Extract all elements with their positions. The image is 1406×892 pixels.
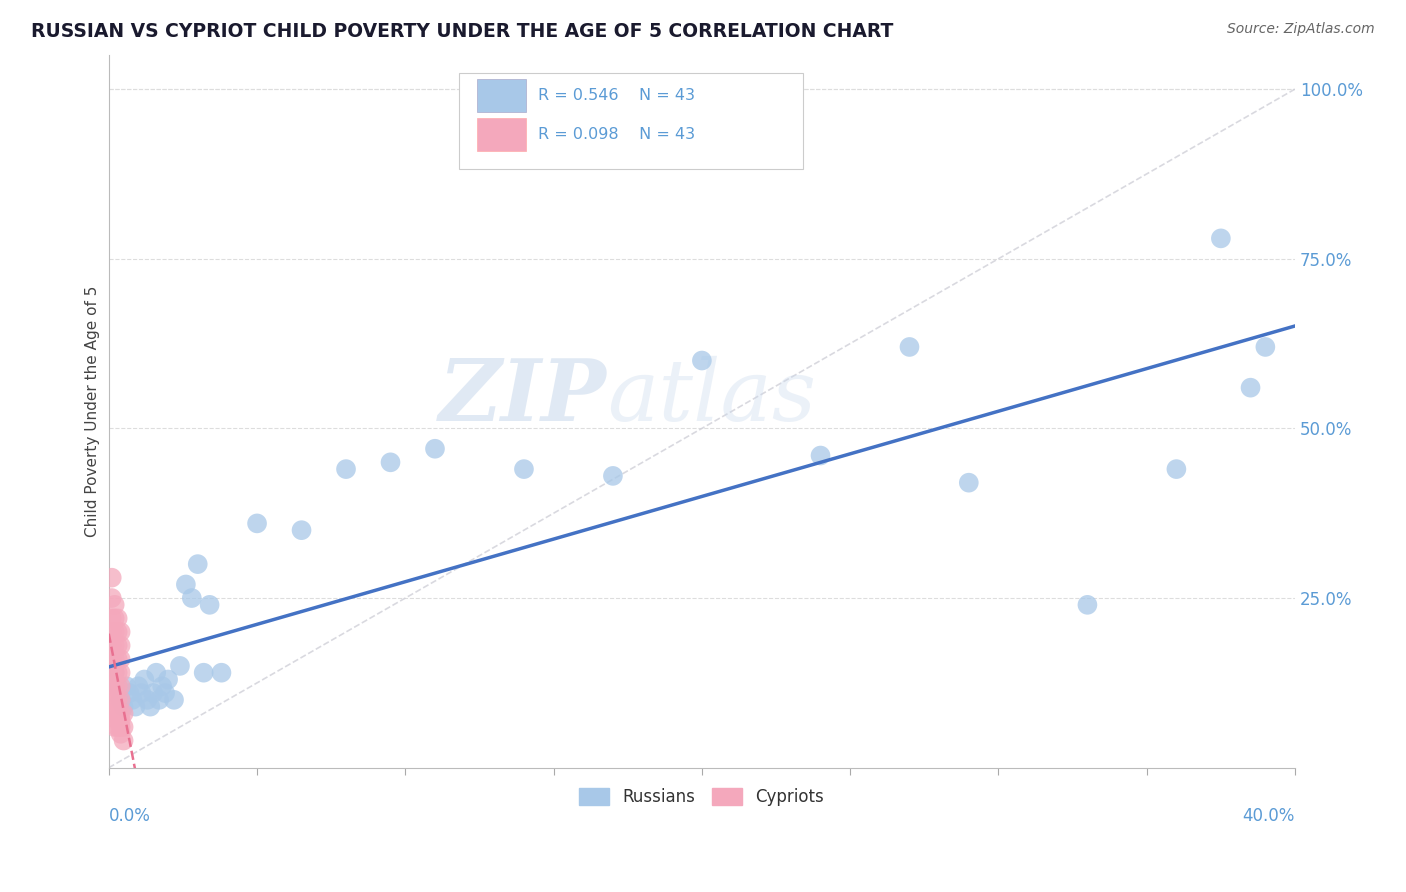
Point	[110, 652, 132, 666]
Point	[107, 652, 129, 666]
Text: ZIP: ZIP	[439, 355, 607, 439]
Point	[107, 679, 129, 693]
Point	[180, 591, 202, 605]
Point	[335, 462, 357, 476]
Point	[100, 591, 122, 605]
Point	[1076, 598, 1098, 612]
Point	[602, 469, 624, 483]
Point	[198, 598, 221, 612]
Text: RUSSIAN VS CYPRIOT CHILD POVERTY UNDER THE AGE OF 5 CORRELATION CHART: RUSSIAN VS CYPRIOT CHILD POVERTY UNDER T…	[31, 22, 893, 41]
Point	[104, 624, 127, 639]
Point	[104, 720, 127, 734]
Point	[1254, 340, 1277, 354]
Point	[110, 713, 132, 727]
Point	[290, 523, 312, 537]
Point	[115, 679, 138, 693]
Point	[898, 340, 921, 354]
Point	[690, 353, 713, 368]
Point	[100, 571, 122, 585]
Point	[145, 665, 167, 680]
Point	[104, 652, 127, 666]
Point	[104, 665, 127, 680]
Point	[112, 733, 135, 747]
Point	[104, 679, 127, 693]
Point	[153, 686, 176, 700]
Point	[110, 624, 132, 639]
Point	[104, 706, 127, 721]
Point	[104, 665, 127, 680]
Point	[246, 516, 269, 531]
Point	[193, 665, 215, 680]
Point	[107, 639, 129, 653]
Point	[142, 686, 165, 700]
Point	[169, 659, 191, 673]
Point	[100, 624, 122, 639]
Y-axis label: Child Poverty Under the Age of 5: Child Poverty Under the Age of 5	[86, 285, 100, 537]
Point	[110, 693, 132, 707]
Point	[1239, 381, 1261, 395]
Point	[423, 442, 446, 456]
Point	[104, 611, 127, 625]
Point	[112, 720, 135, 734]
Point	[211, 665, 233, 680]
Point	[150, 679, 173, 693]
Point	[131, 686, 153, 700]
Point	[107, 693, 129, 707]
Point	[139, 699, 162, 714]
Text: atlas: atlas	[607, 356, 815, 439]
Point	[107, 679, 129, 693]
Point	[121, 693, 143, 707]
Point	[513, 462, 536, 476]
Point	[124, 699, 146, 714]
Point	[148, 693, 170, 707]
Text: 40.0%: 40.0%	[1243, 807, 1295, 825]
Point	[1209, 231, 1232, 245]
Point	[112, 706, 135, 721]
FancyBboxPatch shape	[477, 119, 526, 151]
Point	[110, 706, 132, 721]
Text: R = 0.098    N = 43: R = 0.098 N = 43	[538, 127, 696, 142]
Point	[100, 652, 122, 666]
Point	[107, 706, 129, 721]
Point	[110, 679, 132, 693]
Point	[127, 679, 149, 693]
Point	[107, 624, 129, 639]
Point	[107, 713, 129, 727]
Point	[157, 673, 180, 687]
Point	[110, 720, 132, 734]
Point	[100, 693, 122, 707]
Point	[110, 639, 132, 653]
Point	[100, 665, 122, 680]
Text: Source: ZipAtlas.com: Source: ZipAtlas.com	[1227, 22, 1375, 37]
Point	[100, 706, 122, 721]
Point	[174, 577, 197, 591]
Point	[957, 475, 980, 490]
Point	[100, 611, 122, 625]
Point	[110, 693, 132, 707]
Point	[110, 665, 132, 680]
Point	[1166, 462, 1188, 476]
Point	[187, 557, 209, 571]
FancyBboxPatch shape	[458, 73, 803, 169]
Point	[104, 639, 127, 653]
Point	[380, 455, 402, 469]
Point	[107, 720, 129, 734]
Point	[107, 665, 129, 680]
Text: R = 0.546    N = 43: R = 0.546 N = 43	[538, 88, 695, 103]
Point	[112, 699, 135, 714]
Point	[110, 727, 132, 741]
Text: 0.0%: 0.0%	[108, 807, 150, 825]
Point	[100, 679, 122, 693]
Point	[104, 693, 127, 707]
Point	[118, 686, 141, 700]
Point	[100, 639, 122, 653]
Point	[107, 611, 129, 625]
Point	[134, 673, 156, 687]
Point	[163, 693, 186, 707]
Legend: Russians, Cypriots: Russians, Cypriots	[572, 781, 831, 813]
FancyBboxPatch shape	[477, 79, 526, 112]
Point	[810, 449, 832, 463]
Point	[136, 693, 159, 707]
Point	[104, 598, 127, 612]
